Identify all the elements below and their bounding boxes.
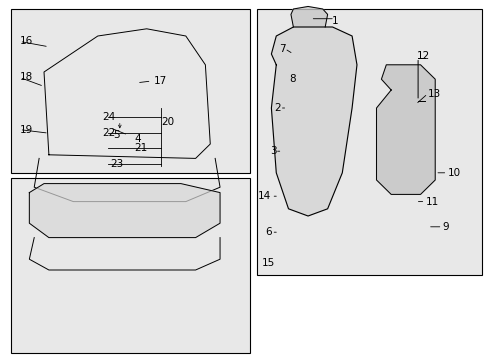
Text: 3: 3 — [269, 146, 276, 156]
Text: 18: 18 — [20, 72, 33, 82]
Text: 13: 13 — [427, 89, 440, 99]
Text: 10: 10 — [447, 168, 460, 178]
Text: 20: 20 — [161, 117, 174, 127]
Polygon shape — [376, 65, 434, 194]
Text: 19: 19 — [20, 125, 33, 135]
Text: 11: 11 — [425, 197, 438, 207]
Text: 7: 7 — [279, 44, 285, 54]
Text: 6: 6 — [264, 227, 271, 237]
Text: 23: 23 — [110, 159, 123, 169]
Text: 2: 2 — [274, 103, 281, 113]
Text: 22: 22 — [102, 128, 116, 138]
Text: 17: 17 — [154, 76, 167, 86]
Text: 12: 12 — [415, 51, 429, 61]
Bar — [256, 9, 481, 275]
Bar — [11, 178, 250, 353]
Text: 14: 14 — [258, 191, 271, 201]
Polygon shape — [29, 184, 220, 238]
Text: 8: 8 — [288, 74, 295, 84]
Text: 16: 16 — [20, 36, 33, 46]
Polygon shape — [290, 6, 327, 27]
Text: 9: 9 — [442, 222, 448, 232]
Bar — [11, 9, 250, 173]
Polygon shape — [271, 27, 356, 216]
Text: 15: 15 — [261, 258, 274, 268]
Text: 21: 21 — [134, 143, 147, 153]
Text: 5: 5 — [113, 130, 120, 140]
Text: 1: 1 — [331, 16, 338, 26]
Text: 4: 4 — [134, 134, 141, 144]
Text: 24: 24 — [102, 112, 116, 122]
